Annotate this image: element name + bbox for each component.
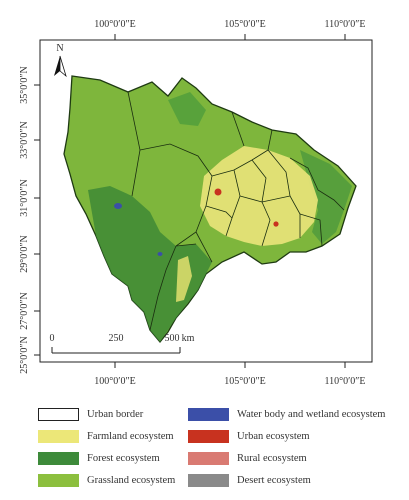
north-label: N: [56, 43, 63, 54]
legend-label: Desert ecosystem: [237, 474, 311, 486]
legend-swatch: [188, 429, 229, 443]
legend-swatch: [188, 451, 229, 465]
frame-ticks: [34, 34, 346, 368]
top-tick-label: 105°0′0″E: [224, 19, 265, 30]
scale-label-500: 500: [165, 333, 180, 344]
legend-label: Rural ecosystem: [237, 452, 307, 464]
legend-swatch: [38, 473, 79, 487]
north-arrow-icon: [54, 55, 67, 78]
legend-item-desert: Desert ecosystem: [188, 472, 311, 488]
legend-label: Farmland ecosystem: [87, 430, 174, 442]
water-body: [157, 252, 163, 256]
scale-unit: km: [182, 333, 195, 344]
legend-label: Water body and wetland ecosystem: [237, 408, 386, 420]
legend-swatch: [38, 407, 79, 421]
left-tick-label: 33°0′0″N: [19, 121, 30, 159]
left-tick-label: 27°0′0″N: [19, 292, 30, 330]
scale-bar: [51, 347, 181, 354]
scale-label-0: 0: [50, 333, 55, 344]
prefecture-borders: [127, 91, 345, 331]
urban-patch: [273, 221, 279, 227]
legend-swatch: [188, 407, 229, 421]
legend-swatch: [38, 429, 79, 443]
scale-label-250: 250: [109, 333, 124, 344]
urban-patch: [214, 188, 222, 196]
legend-swatch: [38, 451, 79, 465]
legend-item-rural: Rural ecosystem: [188, 450, 307, 466]
legend-label: Urban border: [87, 408, 144, 420]
left-tick-label: 31°0′0″N: [19, 179, 30, 217]
legend: Urban border Water body and wetland ecos…: [38, 402, 404, 498]
legend-item-urban: Urban ecosystem: [188, 428, 310, 444]
top-tick-label: 110°0′0″E: [324, 19, 365, 30]
forest-zone-north: [168, 92, 206, 126]
left-tick-label: 29°0′0″N: [19, 235, 30, 273]
legend-label: Forest ecosystem: [87, 452, 160, 464]
forest-zone-east: [300, 150, 352, 244]
legend-label: Grassland ecosystem: [87, 474, 176, 486]
legend-item-forest: Forest ecosystem: [38, 450, 160, 466]
bottom-tick-label: 100°0′0″E: [94, 376, 135, 387]
legend-item-urban-border: Urban border: [38, 406, 143, 422]
left-tick-label: 35°0′0″N: [19, 66, 30, 104]
legend-label: Urban ecosystem: [237, 430, 310, 442]
left-tick-label: 25°0′0″N: [19, 336, 30, 374]
bottom-tick-label: 110°0′0″E: [324, 376, 365, 387]
bottom-tick-label: 105°0′0″E: [224, 376, 265, 387]
legend-item-water: Water body and wetland ecosystem: [188, 406, 385, 422]
farmland-strip: [176, 256, 192, 302]
legend-item-grassland: Grassland ecosystem: [38, 472, 175, 488]
legend-item-farmland: Farmland ecosystem: [38, 428, 174, 444]
legend-swatch: [188, 473, 229, 487]
water-body: [114, 203, 122, 209]
forest-zone: [88, 186, 212, 342]
top-tick-label: 100°0′0″E: [94, 19, 135, 30]
